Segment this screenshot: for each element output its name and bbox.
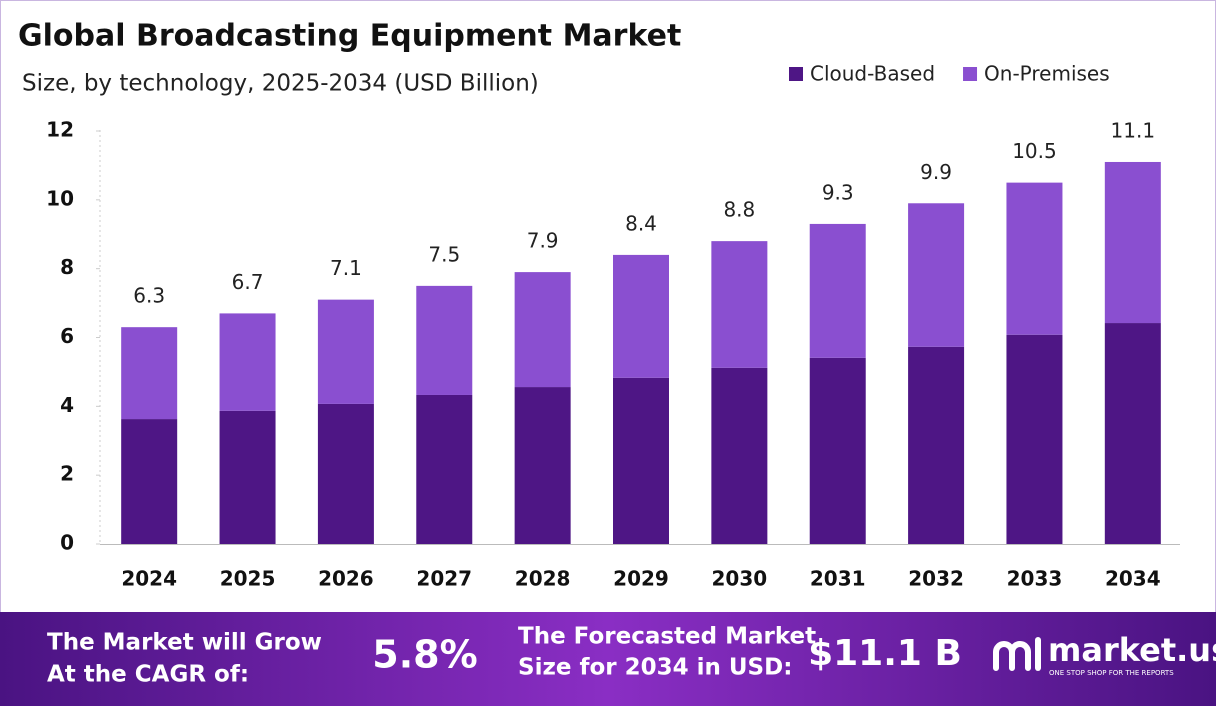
bar-segment bbox=[711, 367, 768, 544]
bar-segment bbox=[317, 299, 374, 404]
cagr-value: 5.8% bbox=[372, 633, 477, 677]
x-tick-label: 2030 bbox=[712, 567, 768, 591]
total-label: 9.9 bbox=[920, 160, 952, 184]
forecast-value: $11.1 B bbox=[808, 633, 962, 674]
chart-subtitle: Size, by technology, 2025-2034 (USD Bill… bbox=[22, 71, 539, 97]
y-tick-label: 2 bbox=[60, 462, 74, 486]
y-tick-label: 4 bbox=[60, 393, 74, 417]
x-tick-label: 2031 bbox=[810, 567, 866, 591]
bar-segment bbox=[1006, 334, 1063, 544]
bar-segment bbox=[416, 394, 473, 544]
bar-segment bbox=[711, 241, 768, 368]
chart-title: Global Broadcasting Equipment Market bbox=[18, 19, 681, 54]
bar-segment bbox=[613, 254, 669, 378]
total-label: 8.4 bbox=[625, 211, 657, 235]
total-label: 6.7 bbox=[232, 270, 264, 294]
tagline: ONE STOP SHOP FOR THE REPORTS bbox=[1049, 669, 1174, 677]
forecast-label: Size for 2034 in USD: bbox=[518, 655, 792, 681]
bar-segment bbox=[514, 272, 571, 388]
bar-segment bbox=[613, 377, 669, 544]
cagr-label: At the CAGR of: bbox=[47, 662, 249, 688]
total-label: 11.1 bbox=[1111, 118, 1156, 142]
x-tick-label: 2032 bbox=[908, 567, 964, 591]
x-tick-label: 2034 bbox=[1105, 567, 1161, 591]
bar-segment bbox=[809, 357, 866, 544]
y-tick-label: 10 bbox=[46, 186, 74, 210]
x-tick-label: 2029 bbox=[613, 567, 669, 591]
bar-segment bbox=[1104, 323, 1161, 544]
x-tick-label: 2024 bbox=[121, 567, 177, 591]
bar-segment bbox=[1006, 182, 1063, 335]
total-label: 7.9 bbox=[527, 229, 559, 253]
total-label: 7.1 bbox=[330, 256, 362, 280]
y-tick-label: 12 bbox=[46, 118, 74, 142]
x-tick-label: 2025 bbox=[220, 567, 276, 591]
bar-segment bbox=[121, 419, 178, 544]
total-label: 6.3 bbox=[133, 284, 165, 308]
bar-segment bbox=[908, 203, 965, 347]
forecast-label: The Forecasted Market bbox=[518, 624, 816, 650]
brand-logo bbox=[993, 637, 1041, 671]
bar-segment bbox=[809, 223, 866, 358]
legend-swatch bbox=[789, 67, 803, 81]
bar-segment bbox=[121, 327, 178, 420]
total-label: 7.5 bbox=[428, 242, 460, 266]
bar-segment bbox=[908, 346, 965, 544]
legend-swatch bbox=[963, 67, 978, 81]
total-label: 9.3 bbox=[822, 180, 854, 204]
total-label: 8.8 bbox=[723, 198, 755, 222]
cagr-label: The Market will Grow bbox=[47, 630, 322, 656]
x-tick-label: 2033 bbox=[1007, 567, 1063, 591]
bar-segment bbox=[219, 313, 276, 411]
x-tick-label: 2026 bbox=[318, 567, 374, 591]
x-tick-label: 2027 bbox=[416, 567, 472, 591]
total-label: 10.5 bbox=[1012, 139, 1057, 163]
y-tick-label: 6 bbox=[60, 324, 74, 348]
brand: market.us bbox=[1048, 631, 1216, 669]
legend-label: On-Premises bbox=[984, 62, 1110, 86]
bar-segment bbox=[1104, 161, 1161, 324]
bar-segment bbox=[416, 285, 473, 395]
y-tick-label: 8 bbox=[60, 255, 74, 279]
bar-segment bbox=[219, 410, 276, 544]
y-tick-label: 0 bbox=[60, 531, 74, 555]
x-tick-label: 2028 bbox=[515, 567, 571, 591]
bar-segment bbox=[514, 387, 571, 544]
bar-segment bbox=[317, 403, 374, 544]
legend-label: Cloud-Based bbox=[810, 62, 935, 86]
